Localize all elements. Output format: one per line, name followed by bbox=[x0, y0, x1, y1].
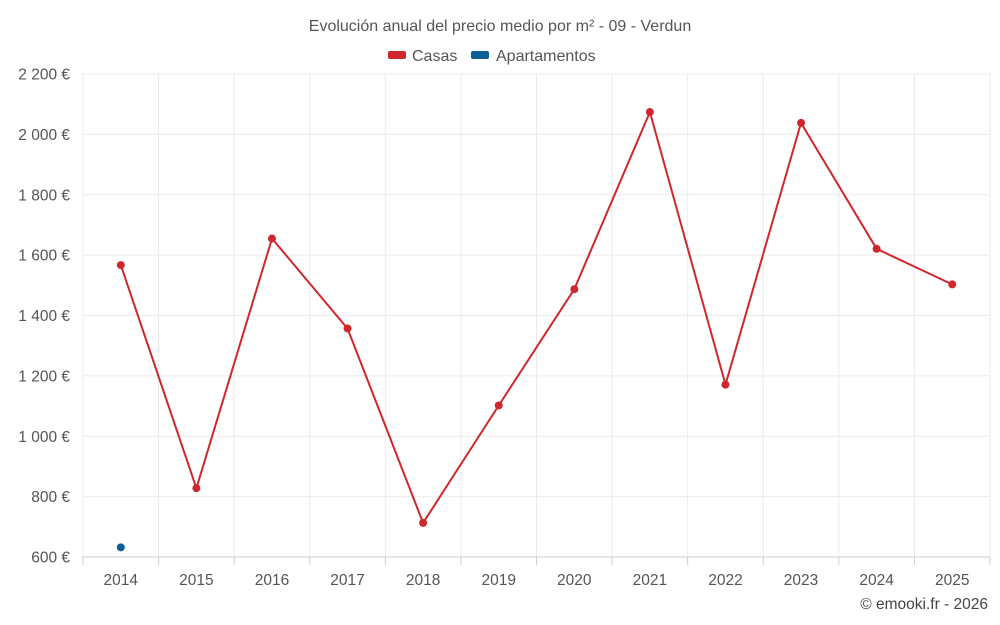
x-tick-label: 2022 bbox=[708, 572, 742, 589]
data-point-casas-2024[interactable] bbox=[872, 244, 881, 253]
legend-label-casas: Casas bbox=[412, 48, 457, 65]
x-tick-label: 2025 bbox=[935, 572, 969, 589]
x-tick-label: 2023 bbox=[784, 572, 818, 589]
y-tick-label: 1 400 € bbox=[18, 308, 70, 325]
series-casas bbox=[116, 108, 957, 527]
data-point-casas-2025[interactable] bbox=[948, 280, 957, 289]
y-tick-label: 800 € bbox=[31, 489, 70, 506]
data-point-casas-2018[interactable] bbox=[419, 518, 428, 527]
x-tick-label: 2017 bbox=[330, 572, 364, 589]
y-tick-label: 1 800 € bbox=[18, 187, 70, 204]
legend-item-casas[interactable]: Casas bbox=[388, 48, 457, 65]
legend-swatch-casas bbox=[388, 51, 406, 59]
x-tick-label: 2016 bbox=[255, 572, 289, 589]
y-tick-label: 2 200 € bbox=[18, 67, 70, 84]
data-point-casas-2015[interactable] bbox=[192, 484, 201, 493]
axes: 600 € 800 € 1 000 € 1 200 € 1 400 € 1 600 € 1 … bbox=[18, 67, 991, 589]
x-tick-label: 2018 bbox=[406, 572, 440, 589]
legend-item-apartamentos[interactable]: Apartamentos bbox=[471, 48, 596, 65]
y-tick-label: 2 000 € bbox=[18, 127, 70, 144]
y-tick-label: 1 200 € bbox=[18, 368, 70, 385]
series-line-casas bbox=[119, 111, 953, 524]
legend-swatch-apartamentos bbox=[471, 51, 489, 59]
series-apartamentos bbox=[116, 543, 125, 552]
y-tick-label: 1 600 € bbox=[18, 248, 70, 265]
y-tick-label: 1 000 € bbox=[18, 429, 70, 446]
x-tick-label: 2015 bbox=[179, 572, 213, 589]
chart-title: Evolución anual del precio medio por m² … bbox=[309, 18, 691, 35]
credit-text: © emooki.fr - 2026 bbox=[860, 596, 988, 613]
x-tick-label: 2021 bbox=[633, 572, 667, 589]
data-point-casas-2014[interactable] bbox=[116, 261, 125, 270]
data-point-casas-2020[interactable] bbox=[570, 285, 579, 294]
legend-label-apartamentos: Apartamentos bbox=[496, 48, 596, 65]
grid bbox=[82, 73, 991, 557]
x-tick-label: 2019 bbox=[481, 572, 515, 589]
data-point-apartamentos-2014[interactable] bbox=[116, 543, 125, 552]
data-point-casas-2016[interactable] bbox=[267, 234, 276, 243]
y-tick-label: 600 € bbox=[31, 550, 70, 567]
data-point-casas-2017[interactable] bbox=[343, 324, 352, 333]
data-point-casas-2019[interactable] bbox=[494, 401, 503, 410]
series bbox=[116, 108, 957, 552]
data-point-casas-2023[interactable] bbox=[797, 118, 806, 127]
data-point-casas-2022[interactable] bbox=[721, 380, 730, 389]
legend: Casas Apartamentos bbox=[388, 48, 596, 65]
data-point-casas-2021[interactable] bbox=[645, 108, 654, 117]
x-tick-label: 2014 bbox=[104, 572, 139, 589]
x-tick-label: 2024 bbox=[859, 572, 894, 589]
x-tick-label: 2020 bbox=[557, 572, 592, 589]
